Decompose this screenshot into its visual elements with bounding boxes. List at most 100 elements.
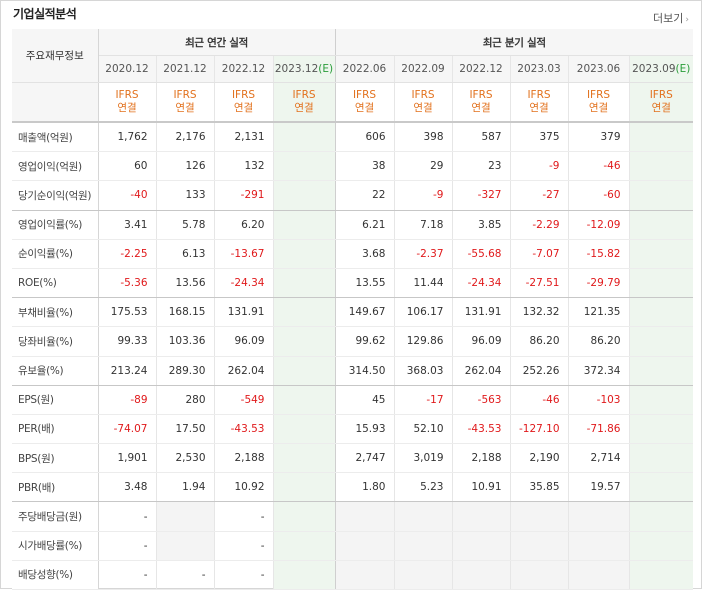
value-cell: 1,762 xyxy=(98,122,156,153)
ifrs-label: IFRS xyxy=(411,89,435,101)
value-cell: 126 xyxy=(155,151,214,182)
value-cell: 5.23 xyxy=(393,472,452,503)
value-cell: - xyxy=(213,531,273,561)
value-cell: -5.36 xyxy=(98,268,156,299)
value-cell: 3.68 xyxy=(334,239,394,269)
value-cell xyxy=(628,122,693,153)
value-cell: -13.67 xyxy=(213,239,273,269)
value-cell: 168.15 xyxy=(155,297,214,328)
period-label: 2022.06 xyxy=(342,63,387,75)
value-cell: -549 xyxy=(213,385,273,415)
value-cell: 2,188 xyxy=(451,443,510,474)
row-label-header: 주요재무정보 xyxy=(12,29,99,83)
value-cell xyxy=(567,531,629,561)
value-cell: 86.20 xyxy=(567,326,629,357)
value-cell: - xyxy=(98,531,156,561)
ifrs-label-cell xyxy=(12,82,99,123)
period-header: 2023.12(E) xyxy=(272,55,335,83)
value-cell: -17 xyxy=(393,385,452,415)
row-label: EPS(원) xyxy=(12,385,99,415)
value-cell: 35.85 xyxy=(509,472,568,503)
value-cell: 2,530 xyxy=(155,443,214,474)
ifrs-label: IFRS xyxy=(469,89,493,101)
value-cell: -327 xyxy=(451,180,510,211)
value-cell xyxy=(272,501,335,532)
period-label: 2023.09 xyxy=(632,63,676,75)
value-cell: -24.34 xyxy=(213,268,273,299)
more-link[interactable]: 더보기 › xyxy=(653,10,689,26)
value-cell xyxy=(628,472,693,503)
value-cell: 60 xyxy=(98,151,156,182)
consolidated-label: 연결 xyxy=(651,102,671,114)
value-cell: -27 xyxy=(509,180,568,211)
value-cell xyxy=(272,356,335,386)
value-cell xyxy=(393,560,452,590)
value-cell: 99.33 xyxy=(98,326,156,357)
value-cell xyxy=(272,326,335,357)
ifrs-consolidated-cell: IFRS 연결 xyxy=(98,82,156,123)
value-cell xyxy=(628,151,693,182)
ifrs-label: IFRS xyxy=(649,89,673,101)
value-cell: 2,190 xyxy=(509,443,568,474)
row-label: 당기순이익(억원) xyxy=(12,180,99,211)
value-cell: 368.03 xyxy=(393,356,452,386)
value-cell: -12.09 xyxy=(567,210,629,240)
value-cell: -40 xyxy=(98,180,156,211)
value-cell: -27.51 xyxy=(509,268,568,299)
value-cell xyxy=(272,472,335,503)
row-label: PER(배) xyxy=(12,414,99,445)
ifrs-consolidated-cell: IFRS 연결 xyxy=(213,82,273,123)
value-cell xyxy=(628,297,693,328)
value-cell: 149.67 xyxy=(334,297,394,328)
value-cell xyxy=(451,560,510,590)
table-row: 영업이익(억원) 60 126 132 38 29 23 -9 -46 xyxy=(12,151,693,182)
value-cell xyxy=(155,531,214,561)
value-cell: -60 xyxy=(567,180,629,211)
value-cell: 96.09 xyxy=(213,326,273,357)
consolidated-label: 연결 xyxy=(354,102,375,114)
value-cell: 289.30 xyxy=(155,356,214,386)
period-label: 2023.03 xyxy=(517,63,561,75)
value-cell xyxy=(272,531,335,561)
value-cell: 13.56 xyxy=(155,268,214,299)
value-cell: 11.44 xyxy=(393,268,452,299)
value-cell: 213.24 xyxy=(98,356,156,386)
value-cell: 1.94 xyxy=(155,472,214,503)
table-row: PBR(배) 3.48 1.94 10.92 1.80 5.23 10.91 35.85 19.… xyxy=(12,472,693,503)
value-cell: -7.07 xyxy=(509,239,568,269)
table-row: BPS(원) 1,901 2,530 2,188 2,747 3,019 2,188 2,19… xyxy=(12,443,693,474)
table-row: 영업이익률(%) 3.41 5.78 6.20 6.21 7.18 3.85 -2.29 -12… xyxy=(12,210,693,240)
value-cell: 2,188 xyxy=(213,443,273,474)
table-row: PER(배) -74.07 17.50 -43.53 15.93 52.10 -43.53-… xyxy=(12,414,693,445)
value-cell xyxy=(509,501,568,532)
period-header: 2023.03 xyxy=(509,55,568,83)
period-label: 2020.12 xyxy=(105,63,149,75)
value-cell xyxy=(567,501,629,532)
value-cell xyxy=(272,385,335,415)
ifrs-label: IFRS xyxy=(292,89,316,101)
row-label: PBR(배) xyxy=(12,472,99,503)
value-cell xyxy=(628,560,693,590)
value-cell: -43.53 xyxy=(451,414,510,445)
value-cell: 52.10 xyxy=(393,414,452,445)
value-cell: 587 xyxy=(451,122,510,153)
value-cell xyxy=(334,531,394,561)
value-cell: 23 xyxy=(451,151,510,182)
period-label: 2023.12 xyxy=(274,63,319,75)
table-row: 매출액(억원) 1,762 2,176 2,131 606 398 587 375 379 xyxy=(12,122,693,153)
value-cell: 262.04 xyxy=(213,356,273,386)
period-header: 2020.12 xyxy=(98,55,156,83)
value-cell xyxy=(272,414,335,445)
value-cell xyxy=(272,239,335,269)
estimate-mark: (E) xyxy=(318,63,334,75)
value-cell: 86.20 xyxy=(509,326,568,357)
value-cell: 1,901 xyxy=(98,443,156,474)
ifrs-consolidated-cell: IFRS 연결 xyxy=(155,82,214,123)
value-cell xyxy=(509,560,568,590)
value-cell: 131.91 xyxy=(213,297,273,328)
value-cell xyxy=(628,210,693,240)
value-cell: 106.17 xyxy=(393,297,452,328)
ifrs-consolidated-cell: IFRS 연결 xyxy=(509,82,568,123)
ifrs-label: IFRS xyxy=(115,89,139,101)
value-cell: 13.55 xyxy=(334,268,394,299)
